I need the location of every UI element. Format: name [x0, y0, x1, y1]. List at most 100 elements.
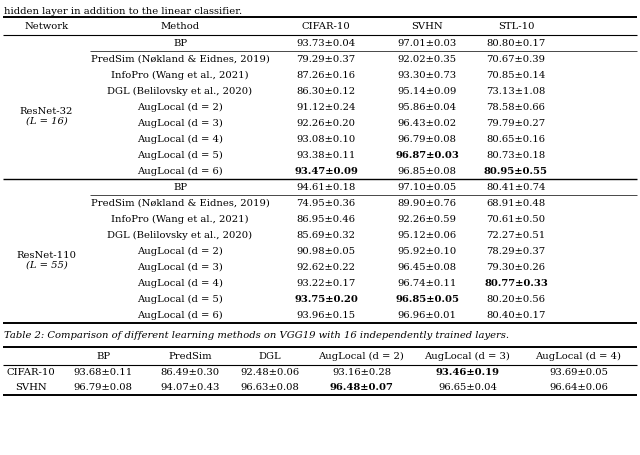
Text: PredSim: PredSim [168, 352, 212, 361]
Text: 73.13±1.08: 73.13±1.08 [486, 86, 546, 96]
Text: AugLocal (d = 6): AugLocal (d = 6) [137, 310, 223, 319]
Text: 93.22±0.17: 93.22±0.17 [296, 278, 356, 288]
Text: 93.75±0.20: 93.75±0.20 [294, 294, 358, 303]
Text: 93.69±0.05: 93.69±0.05 [549, 368, 608, 377]
Text: 96.85±0.05: 96.85±0.05 [395, 294, 459, 303]
Text: 90.98±0.05: 90.98±0.05 [296, 247, 356, 256]
Text: 80.40±0.17: 80.40±0.17 [486, 310, 546, 319]
Text: (L = 16): (L = 16) [26, 116, 67, 126]
Text: Table 2: Comparison of different learning methods on VGG19 with 16 independently: Table 2: Comparison of different learnin… [4, 331, 509, 340]
Text: Network: Network [24, 22, 68, 31]
Text: 96.45±0.08: 96.45±0.08 [397, 263, 456, 272]
Text: BP: BP [173, 182, 187, 192]
Text: 97.01±0.03: 97.01±0.03 [397, 39, 456, 47]
Text: 87.26±0.16: 87.26±0.16 [296, 71, 355, 80]
Text: AugLocal (d = 5): AugLocal (d = 5) [137, 294, 223, 303]
Text: 80.95±0.55: 80.95±0.55 [484, 167, 548, 176]
Text: 80.73±0.18: 80.73±0.18 [486, 151, 546, 160]
Text: DGL (Belilovsky et al., 2020): DGL (Belilovsky et al., 2020) [108, 230, 253, 240]
Text: 80.77±0.33: 80.77±0.33 [484, 278, 548, 288]
Text: 96.87±0.03: 96.87±0.03 [395, 151, 459, 160]
Text: STL-10: STL-10 [498, 22, 534, 31]
Text: (L = 55): (L = 55) [26, 261, 67, 269]
Text: AugLocal (d = 3): AugLocal (d = 3) [137, 118, 223, 127]
Text: 93.68±0.11: 93.68±0.11 [74, 368, 132, 377]
Text: PredSim (Nøkland & Eidnes, 2019): PredSim (Nøkland & Eidnes, 2019) [91, 55, 269, 64]
Text: AugLocal (d = 4): AugLocal (d = 4) [137, 278, 223, 288]
Text: SVHN: SVHN [15, 383, 46, 392]
Text: BP: BP [96, 352, 110, 361]
Text: InfoPro (Wang et al., 2021): InfoPro (Wang et al., 2021) [111, 71, 249, 80]
Text: InfoPro (Wang et al., 2021): InfoPro (Wang et al., 2021) [111, 214, 249, 223]
Text: Method: Method [161, 22, 200, 31]
Text: 93.73±0.04: 93.73±0.04 [296, 39, 356, 47]
Text: 70.85±0.14: 70.85±0.14 [486, 71, 546, 80]
Text: 78.29±0.37: 78.29±0.37 [486, 247, 545, 256]
Text: 93.96±0.15: 93.96±0.15 [296, 310, 356, 319]
Text: 96.74±0.11: 96.74±0.11 [397, 278, 457, 288]
Text: DGL (Belilovsky et al., 2020): DGL (Belilovsky et al., 2020) [108, 86, 253, 96]
Text: 79.29±0.37: 79.29±0.37 [296, 55, 356, 64]
Text: 92.02±0.35: 92.02±0.35 [397, 55, 456, 64]
Text: 70.67±0.39: 70.67±0.39 [486, 55, 545, 64]
Text: AugLocal (d = 2): AugLocal (d = 2) [137, 247, 223, 256]
Text: 96.65±0.04: 96.65±0.04 [438, 383, 497, 392]
Text: 70.61±0.50: 70.61±0.50 [486, 214, 545, 223]
Text: BP: BP [173, 39, 187, 47]
Text: 86.30±0.12: 86.30±0.12 [296, 86, 356, 96]
Text: 80.20±0.56: 80.20±0.56 [486, 294, 545, 303]
Text: 68.91±0.48: 68.91±0.48 [486, 198, 546, 207]
Text: 80.41±0.74: 80.41±0.74 [486, 182, 546, 192]
Text: 96.79±0.08: 96.79±0.08 [397, 135, 456, 143]
Text: CIFAR-10: CIFAR-10 [6, 368, 55, 377]
Text: 93.46±0.19: 93.46±0.19 [435, 368, 499, 377]
Text: 79.79±0.27: 79.79±0.27 [486, 118, 545, 127]
Text: 92.48±0.06: 92.48±0.06 [241, 368, 300, 377]
Text: 89.90±0.76: 89.90±0.76 [397, 198, 456, 207]
Text: 85.69±0.32: 85.69±0.32 [296, 231, 355, 239]
Text: 95.92±0.10: 95.92±0.10 [397, 247, 456, 256]
Text: 96.43±0.02: 96.43±0.02 [397, 118, 456, 127]
Text: 94.07±0.43: 94.07±0.43 [160, 383, 220, 392]
Text: 92.26±0.59: 92.26±0.59 [397, 214, 456, 223]
Text: DGL: DGL [259, 352, 282, 361]
Text: 97.10±0.05: 97.10±0.05 [397, 182, 456, 192]
Text: 96.63±0.08: 96.63±0.08 [241, 383, 300, 392]
Text: 80.80±0.17: 80.80±0.17 [486, 39, 546, 47]
Text: 80.65±0.16: 80.65±0.16 [486, 135, 545, 143]
Text: AugLocal (d = 4): AugLocal (d = 4) [137, 134, 223, 144]
Text: 95.12±0.06: 95.12±0.06 [397, 231, 456, 239]
Text: hidden layer in addition to the linear classifier.: hidden layer in addition to the linear c… [4, 7, 242, 16]
Text: 79.30±0.26: 79.30±0.26 [486, 263, 545, 272]
Text: 93.30±0.73: 93.30±0.73 [397, 71, 456, 80]
Text: 93.38±0.11: 93.38±0.11 [296, 151, 356, 160]
Text: AugLocal (d = 3): AugLocal (d = 3) [137, 263, 223, 272]
Text: AugLocal (d = 2): AugLocal (d = 2) [137, 102, 223, 111]
Text: 92.26±0.20: 92.26±0.20 [296, 118, 355, 127]
Text: 93.16±0.28: 93.16±0.28 [332, 368, 391, 377]
Text: 96.48±0.07: 96.48±0.07 [330, 383, 394, 392]
Text: 78.58±0.66: 78.58±0.66 [486, 102, 545, 111]
Text: 95.86±0.04: 95.86±0.04 [397, 102, 456, 111]
Text: ResNet-110: ResNet-110 [17, 251, 77, 259]
Text: AugLocal (d = 3): AugLocal (d = 3) [424, 352, 511, 361]
Text: SVHN: SVHN [411, 22, 443, 31]
Text: 96.85±0.08: 96.85±0.08 [397, 167, 456, 176]
Text: AugLocal (d = 6): AugLocal (d = 6) [137, 167, 223, 176]
Text: 96.64±0.06: 96.64±0.06 [549, 383, 608, 392]
Text: 92.62±0.22: 92.62±0.22 [296, 263, 355, 272]
Text: 94.61±0.18: 94.61±0.18 [296, 182, 356, 192]
Text: 95.14±0.09: 95.14±0.09 [397, 86, 457, 96]
Text: AugLocal (d = 2): AugLocal (d = 2) [319, 352, 404, 361]
Text: 96.79±0.08: 96.79±0.08 [74, 383, 132, 392]
Text: 86.49±0.30: 86.49±0.30 [161, 368, 220, 377]
Text: 72.27±0.51: 72.27±0.51 [486, 231, 546, 239]
Text: 86.95±0.46: 86.95±0.46 [296, 214, 355, 223]
Text: 96.96±0.01: 96.96±0.01 [397, 310, 456, 319]
Text: 74.95±0.36: 74.95±0.36 [296, 198, 356, 207]
Text: AugLocal (d = 4): AugLocal (d = 4) [536, 352, 621, 361]
Text: PredSim (Nøkland & Eidnes, 2019): PredSim (Nøkland & Eidnes, 2019) [91, 198, 269, 207]
Text: 91.12±0.24: 91.12±0.24 [296, 102, 356, 111]
Text: 93.47±0.09: 93.47±0.09 [294, 167, 358, 176]
Text: 93.08±0.10: 93.08±0.10 [296, 135, 356, 143]
